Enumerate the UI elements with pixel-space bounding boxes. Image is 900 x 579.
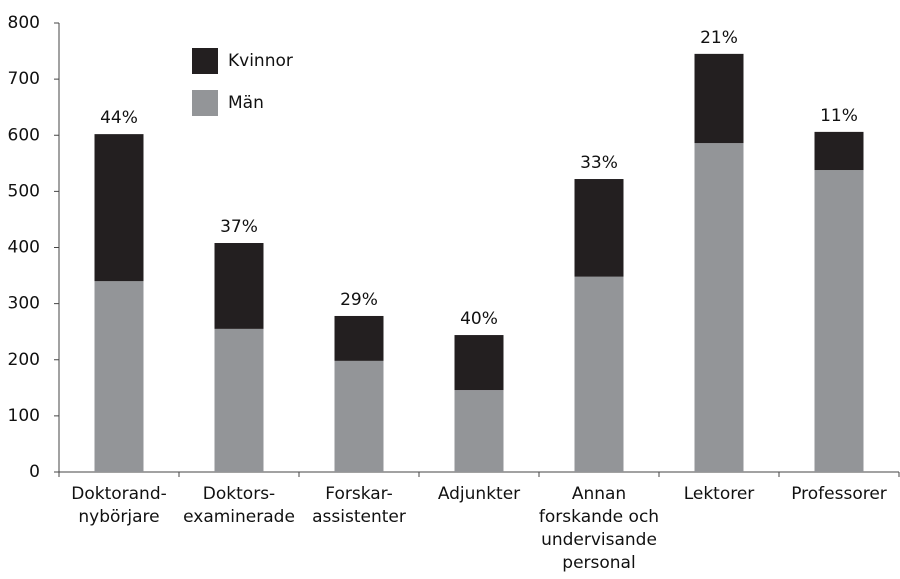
y-tick-label: 0 bbox=[29, 462, 40, 482]
legend-label: Män bbox=[228, 93, 264, 113]
y-tick-label: 700 bbox=[8, 69, 40, 89]
bar-segment bbox=[454, 335, 504, 391]
x-tick-label: forskande och bbox=[539, 507, 659, 527]
bar-segment bbox=[334, 360, 384, 472]
x-tick-label: Doktorand- bbox=[71, 484, 167, 504]
bar-segment bbox=[814, 170, 864, 473]
bar-segment bbox=[694, 143, 744, 473]
y-tick-label: 300 bbox=[8, 294, 40, 314]
bar-annotation: 37% bbox=[220, 217, 258, 237]
bar-annotation: 33% bbox=[580, 153, 618, 173]
x-tick-label: Lektorer bbox=[684, 484, 755, 504]
legend-label: Kvinnor bbox=[228, 51, 293, 71]
y-tick-label: 600 bbox=[8, 125, 40, 145]
bar-annotation: 29% bbox=[340, 290, 378, 310]
x-tick-label: undervisande bbox=[541, 530, 657, 550]
bar-segment bbox=[574, 179, 624, 277]
y-tick-label: 500 bbox=[8, 181, 40, 201]
y-tick-label: 800 bbox=[8, 13, 40, 33]
legend-swatch bbox=[192, 48, 218, 74]
bar-segment bbox=[214, 328, 264, 472]
y-tick-label: 400 bbox=[8, 238, 40, 258]
x-tick-label: Adjunkter bbox=[438, 484, 520, 504]
x-tick-label: examinerade bbox=[183, 507, 295, 527]
bar-annotation: 11% bbox=[820, 106, 858, 126]
bar-segment bbox=[574, 276, 624, 472]
bar-segment bbox=[94, 281, 144, 472]
x-tick-label: Professorer bbox=[791, 484, 887, 504]
x-tick-label: personal bbox=[562, 553, 635, 573]
bar-annotation: 44% bbox=[100, 108, 138, 128]
bar-segment bbox=[214, 243, 264, 329]
bar-segment bbox=[814, 131, 864, 171]
x-tick-label: assistenter bbox=[312, 507, 406, 527]
bar-segment bbox=[94, 134, 144, 282]
bar-segment bbox=[334, 315, 384, 361]
legend-swatch bbox=[192, 90, 218, 116]
bar-annotation: 40% bbox=[460, 309, 498, 329]
x-tick-label: Annan bbox=[572, 484, 626, 504]
x-tick-label: nybörjare bbox=[78, 507, 159, 527]
x-tick-label: Forskar- bbox=[325, 484, 392, 504]
bar-segment bbox=[694, 53, 744, 144]
y-tick-label: 100 bbox=[8, 406, 40, 426]
bar-segment bbox=[454, 390, 504, 472]
y-tick-label: 200 bbox=[8, 350, 40, 370]
x-tick-label: Doktors- bbox=[203, 484, 275, 504]
bar-annotation: 21% bbox=[700, 28, 738, 48]
